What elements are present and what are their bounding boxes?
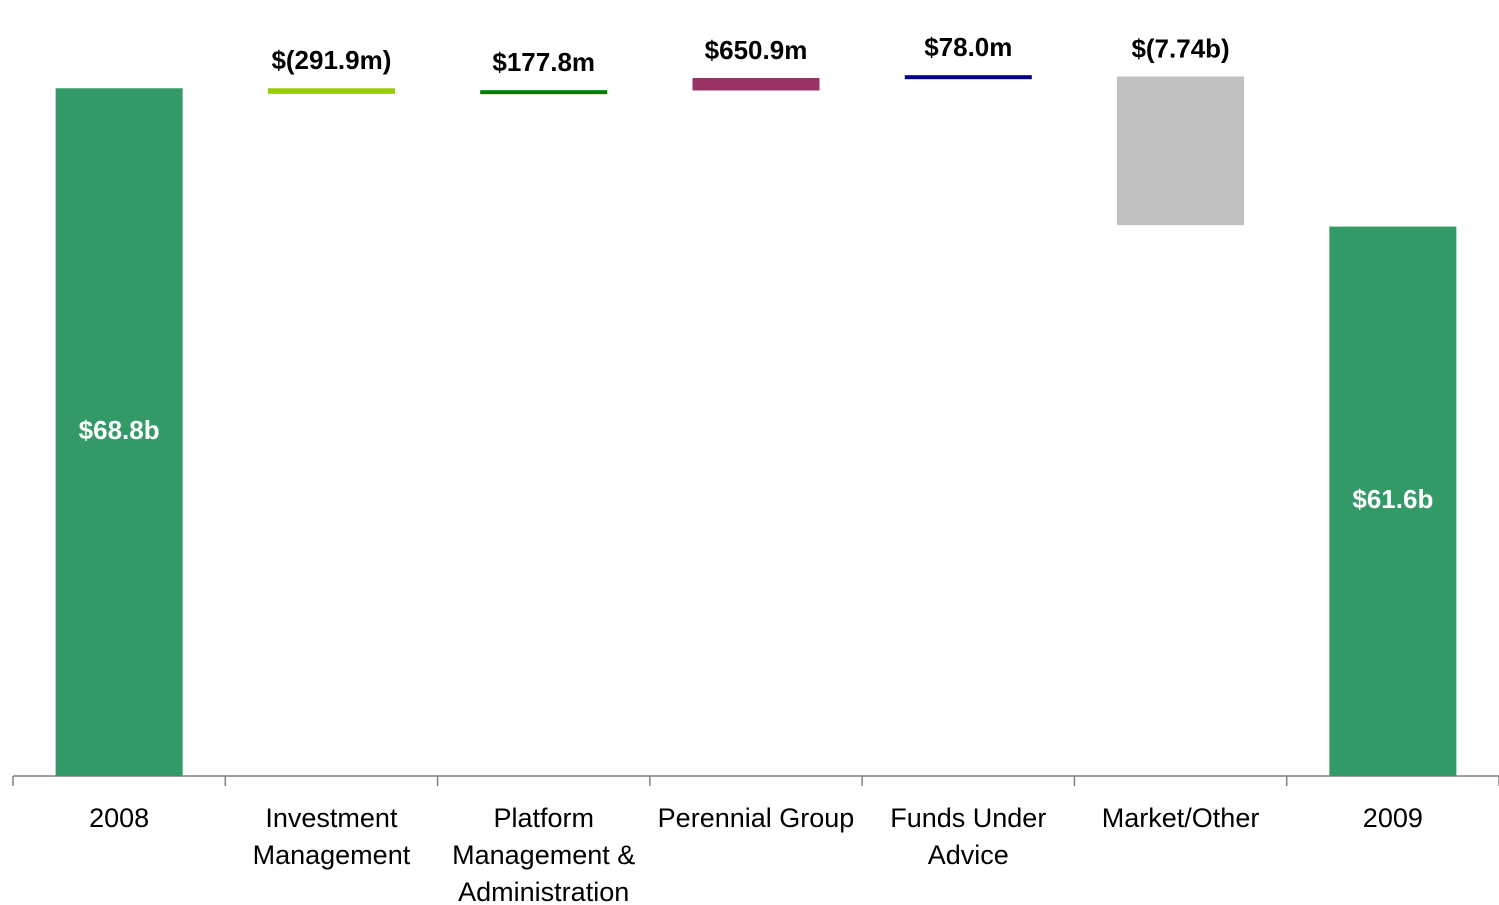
bar (1117, 76, 1245, 226)
data-label: $68.8b (79, 415, 160, 445)
x-tick-label: 2008 (89, 803, 150, 833)
data-label: $78.0m (924, 32, 1012, 62)
data-label: $61.6b (1352, 484, 1433, 514)
x-tick-label: Funds Under Advice (890, 803, 1047, 870)
bar (480, 90, 608, 95)
bar (1329, 226, 1457, 776)
data-label: $650.9m (705, 35, 808, 65)
bar (55, 88, 183, 776)
data-label: $(291.9m) (271, 45, 391, 75)
bar (267, 88, 395, 94)
x-tick-label: Perennial Group (657, 803, 855, 833)
data-label: $(7.74b) (1131, 33, 1229, 63)
x-tick-label: 2009 (1362, 803, 1423, 833)
x-tick-label: Investment Management (252, 803, 411, 870)
x-tick-label: Platform Management & Administration (452, 803, 636, 905)
x-tick-label: Market/Other (1101, 803, 1260, 833)
data-label: $177.8m (492, 47, 595, 77)
bar (904, 75, 1032, 80)
bar (692, 77, 820, 91)
